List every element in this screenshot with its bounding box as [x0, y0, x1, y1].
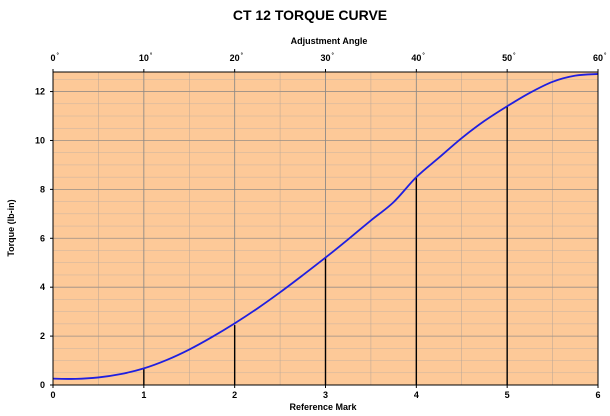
- x-tick-label: 5: [505, 390, 510, 400]
- top-tick-label: 10: [139, 53, 149, 63]
- degree-symbol: °: [604, 53, 607, 59]
- degree-symbol: °: [332, 53, 335, 59]
- degree-symbol: °: [57, 53, 60, 59]
- y-tick-label: 2: [40, 331, 45, 341]
- y-axis-title: Torque (lb-in): [6, 199, 16, 256]
- degree-symbol: °: [513, 53, 516, 59]
- y-tick-label: 8: [40, 184, 45, 194]
- top-tick-label: 40: [411, 53, 421, 63]
- x-tick-label: 4: [414, 390, 419, 400]
- top-tick-label: 0: [50, 53, 55, 63]
- y-tick-label: 6: [40, 233, 45, 243]
- top-axis-ticks: 0 ° 10 ° 20 ° 30 ° 40 ° 50 ° 60 °: [50, 53, 607, 72]
- x-tick-label: 1: [141, 390, 146, 400]
- top-tick-label: 50: [502, 53, 512, 63]
- degree-symbol: °: [241, 53, 244, 59]
- y-tick-label: 10: [35, 135, 45, 145]
- top-tick-label: 60: [593, 53, 603, 63]
- top-tick-label: 30: [320, 53, 330, 63]
- degree-symbol: °: [422, 53, 425, 59]
- y-tick-label: 12: [35, 87, 45, 97]
- top-axis-title: Adjustment Angle: [291, 36, 368, 46]
- y-tick-label: 4: [40, 282, 45, 292]
- chart-title: CT 12 TORQUE CURVE: [233, 7, 387, 23]
- reference-lines: [143, 106, 508, 385]
- y-tick-label: 0: [40, 380, 45, 390]
- top-tick-label: 20: [230, 53, 240, 63]
- x-tick-label: 2: [232, 390, 237, 400]
- torque-curve: [52, 73, 599, 380]
- x-tick-label: 0: [50, 390, 55, 400]
- x-tick-label: 6: [595, 390, 600, 400]
- x-tick-label: 3: [323, 390, 328, 400]
- x-axis-title: Reference Mark: [289, 402, 357, 412]
- x-axis-ticks: 0 1 2 3 4 5 6: [50, 385, 601, 400]
- degree-symbol: °: [150, 53, 153, 59]
- y-axis-ticks: 0 2 4 6 8 10 12: [35, 87, 53, 390]
